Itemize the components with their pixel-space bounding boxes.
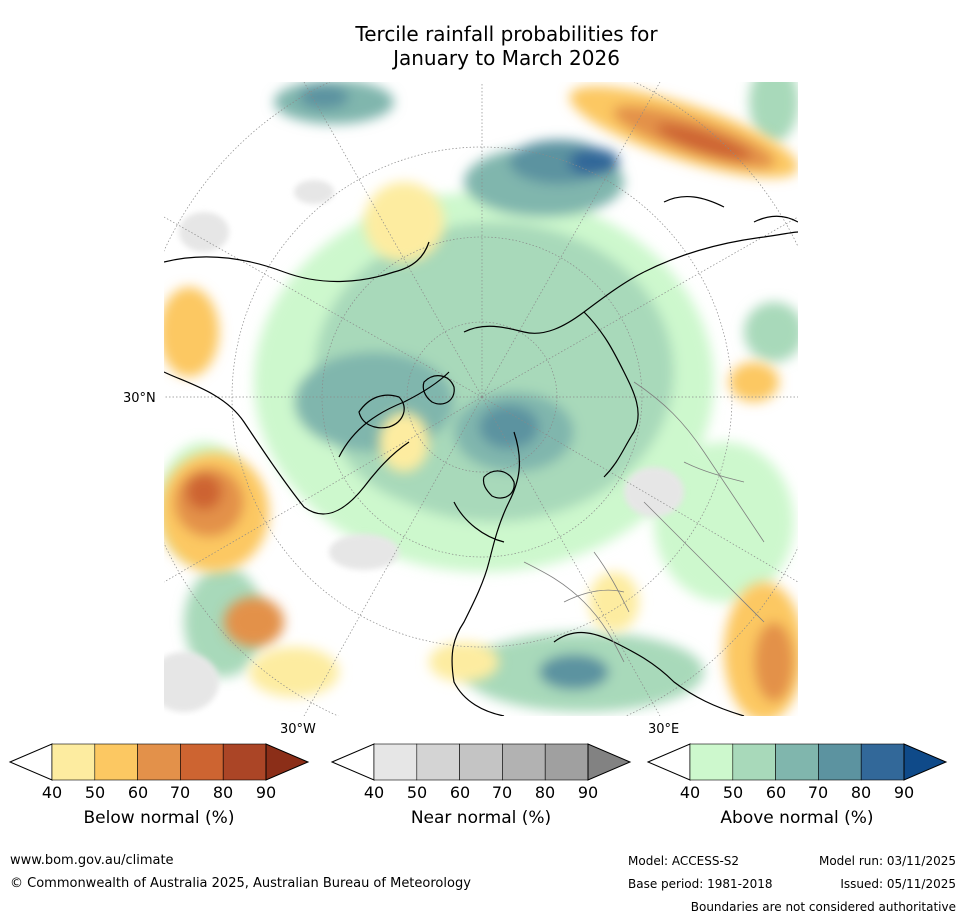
tick-label: 60 <box>449 783 471 802</box>
tick-label: 90 <box>577 783 599 802</box>
tick-label: 60 <box>765 783 787 802</box>
colorbar-segment <box>689 743 734 781</box>
longitude-label-30w: 30°W <box>280 722 316 737</box>
colorbar-above-normal <box>646 743 948 781</box>
tick-label: 50 <box>84 783 106 802</box>
tick-label: 90 <box>893 783 915 802</box>
tick-label: 90 <box>255 783 277 802</box>
tick-label: 70 <box>491 783 513 802</box>
model-name: Model: ACCESS-S2 <box>628 854 740 868</box>
above-normal-regions <box>164 82 798 712</box>
tick-label: 40 <box>363 783 385 802</box>
below-normal-regions <box>164 86 798 716</box>
colorbar-segment <box>94 743 138 781</box>
colorbar-extension <box>265 743 310 781</box>
coastlines <box>164 196 798 716</box>
colorbar-segment <box>732 743 776 781</box>
colorbar-near-normal <box>330 743 632 781</box>
colorbar-segments-above <box>689 743 905 781</box>
colorbar-segment <box>180 743 224 781</box>
title-line-1: Tercile rainfall probabilities for <box>355 22 658 46</box>
tick-label: 40 <box>41 783 63 802</box>
colorbar-extension <box>587 743 632 781</box>
boundaries-disclaimer: Boundaries are not considered authoritat… <box>690 900 956 914</box>
model-run-date: Model run: 03/11/2025 <box>818 854 956 868</box>
colorbar-segment <box>51 743 96 781</box>
tick-label: 50 <box>722 783 744 802</box>
colorbar-extension <box>903 743 948 781</box>
tick-label: 40 <box>679 783 701 802</box>
map-canvas <box>164 82 798 716</box>
colorbar-segment <box>373 743 418 781</box>
colorbar-segment <box>459 743 503 781</box>
colorbar-segment <box>860 743 905 781</box>
tick-label: 80 <box>534 783 556 802</box>
colorbar-below-normal <box>8 743 310 781</box>
tick-label: 60 <box>127 783 149 802</box>
latitude-label-30n: 30°N <box>123 391 156 406</box>
longitude-label-30e: 30°E <box>648 722 680 737</box>
colorbar-segments-near <box>373 743 589 781</box>
near-normal-regions <box>164 180 684 712</box>
colorbar-segment <box>416 743 460 781</box>
colorbar-title-below: Below normal (%) <box>83 808 235 828</box>
colorbar-title-above: Above normal (%) <box>720 808 874 828</box>
tick-label: 70 <box>169 783 191 802</box>
base-period: Base period: 1981-2018 <box>628 877 773 891</box>
title-line-2: January to March 2026 <box>393 46 620 70</box>
colorbar-segment <box>544 743 589 781</box>
colorbar-segments-below <box>51 743 267 781</box>
colorbar-segment <box>222 743 267 781</box>
copyright-text: © Commonwealth of Australia 2025, Austra… <box>10 876 471 891</box>
colorbar-segment <box>775 743 819 781</box>
chart-title: Tercile rainfall probabilities for Janua… <box>0 22 965 70</box>
issued-date: Issued: 05/11/2025 <box>840 877 956 891</box>
tick-label: 80 <box>850 783 872 802</box>
tick-label: 70 <box>807 783 829 802</box>
colorbar-segment <box>502 743 546 781</box>
website-link[interactable]: www.bom.gov.au/climate <box>10 853 174 868</box>
colorbar-title-near: Near normal (%) <box>410 808 552 828</box>
colorbar-segment <box>137 743 181 781</box>
colorbar-segment <box>818 743 862 781</box>
tick-label: 80 <box>212 783 234 802</box>
tick-label: 50 <box>406 783 428 802</box>
graticule <box>164 82 798 716</box>
forecast-map <box>164 82 798 716</box>
country-borders <box>523 381 765 663</box>
